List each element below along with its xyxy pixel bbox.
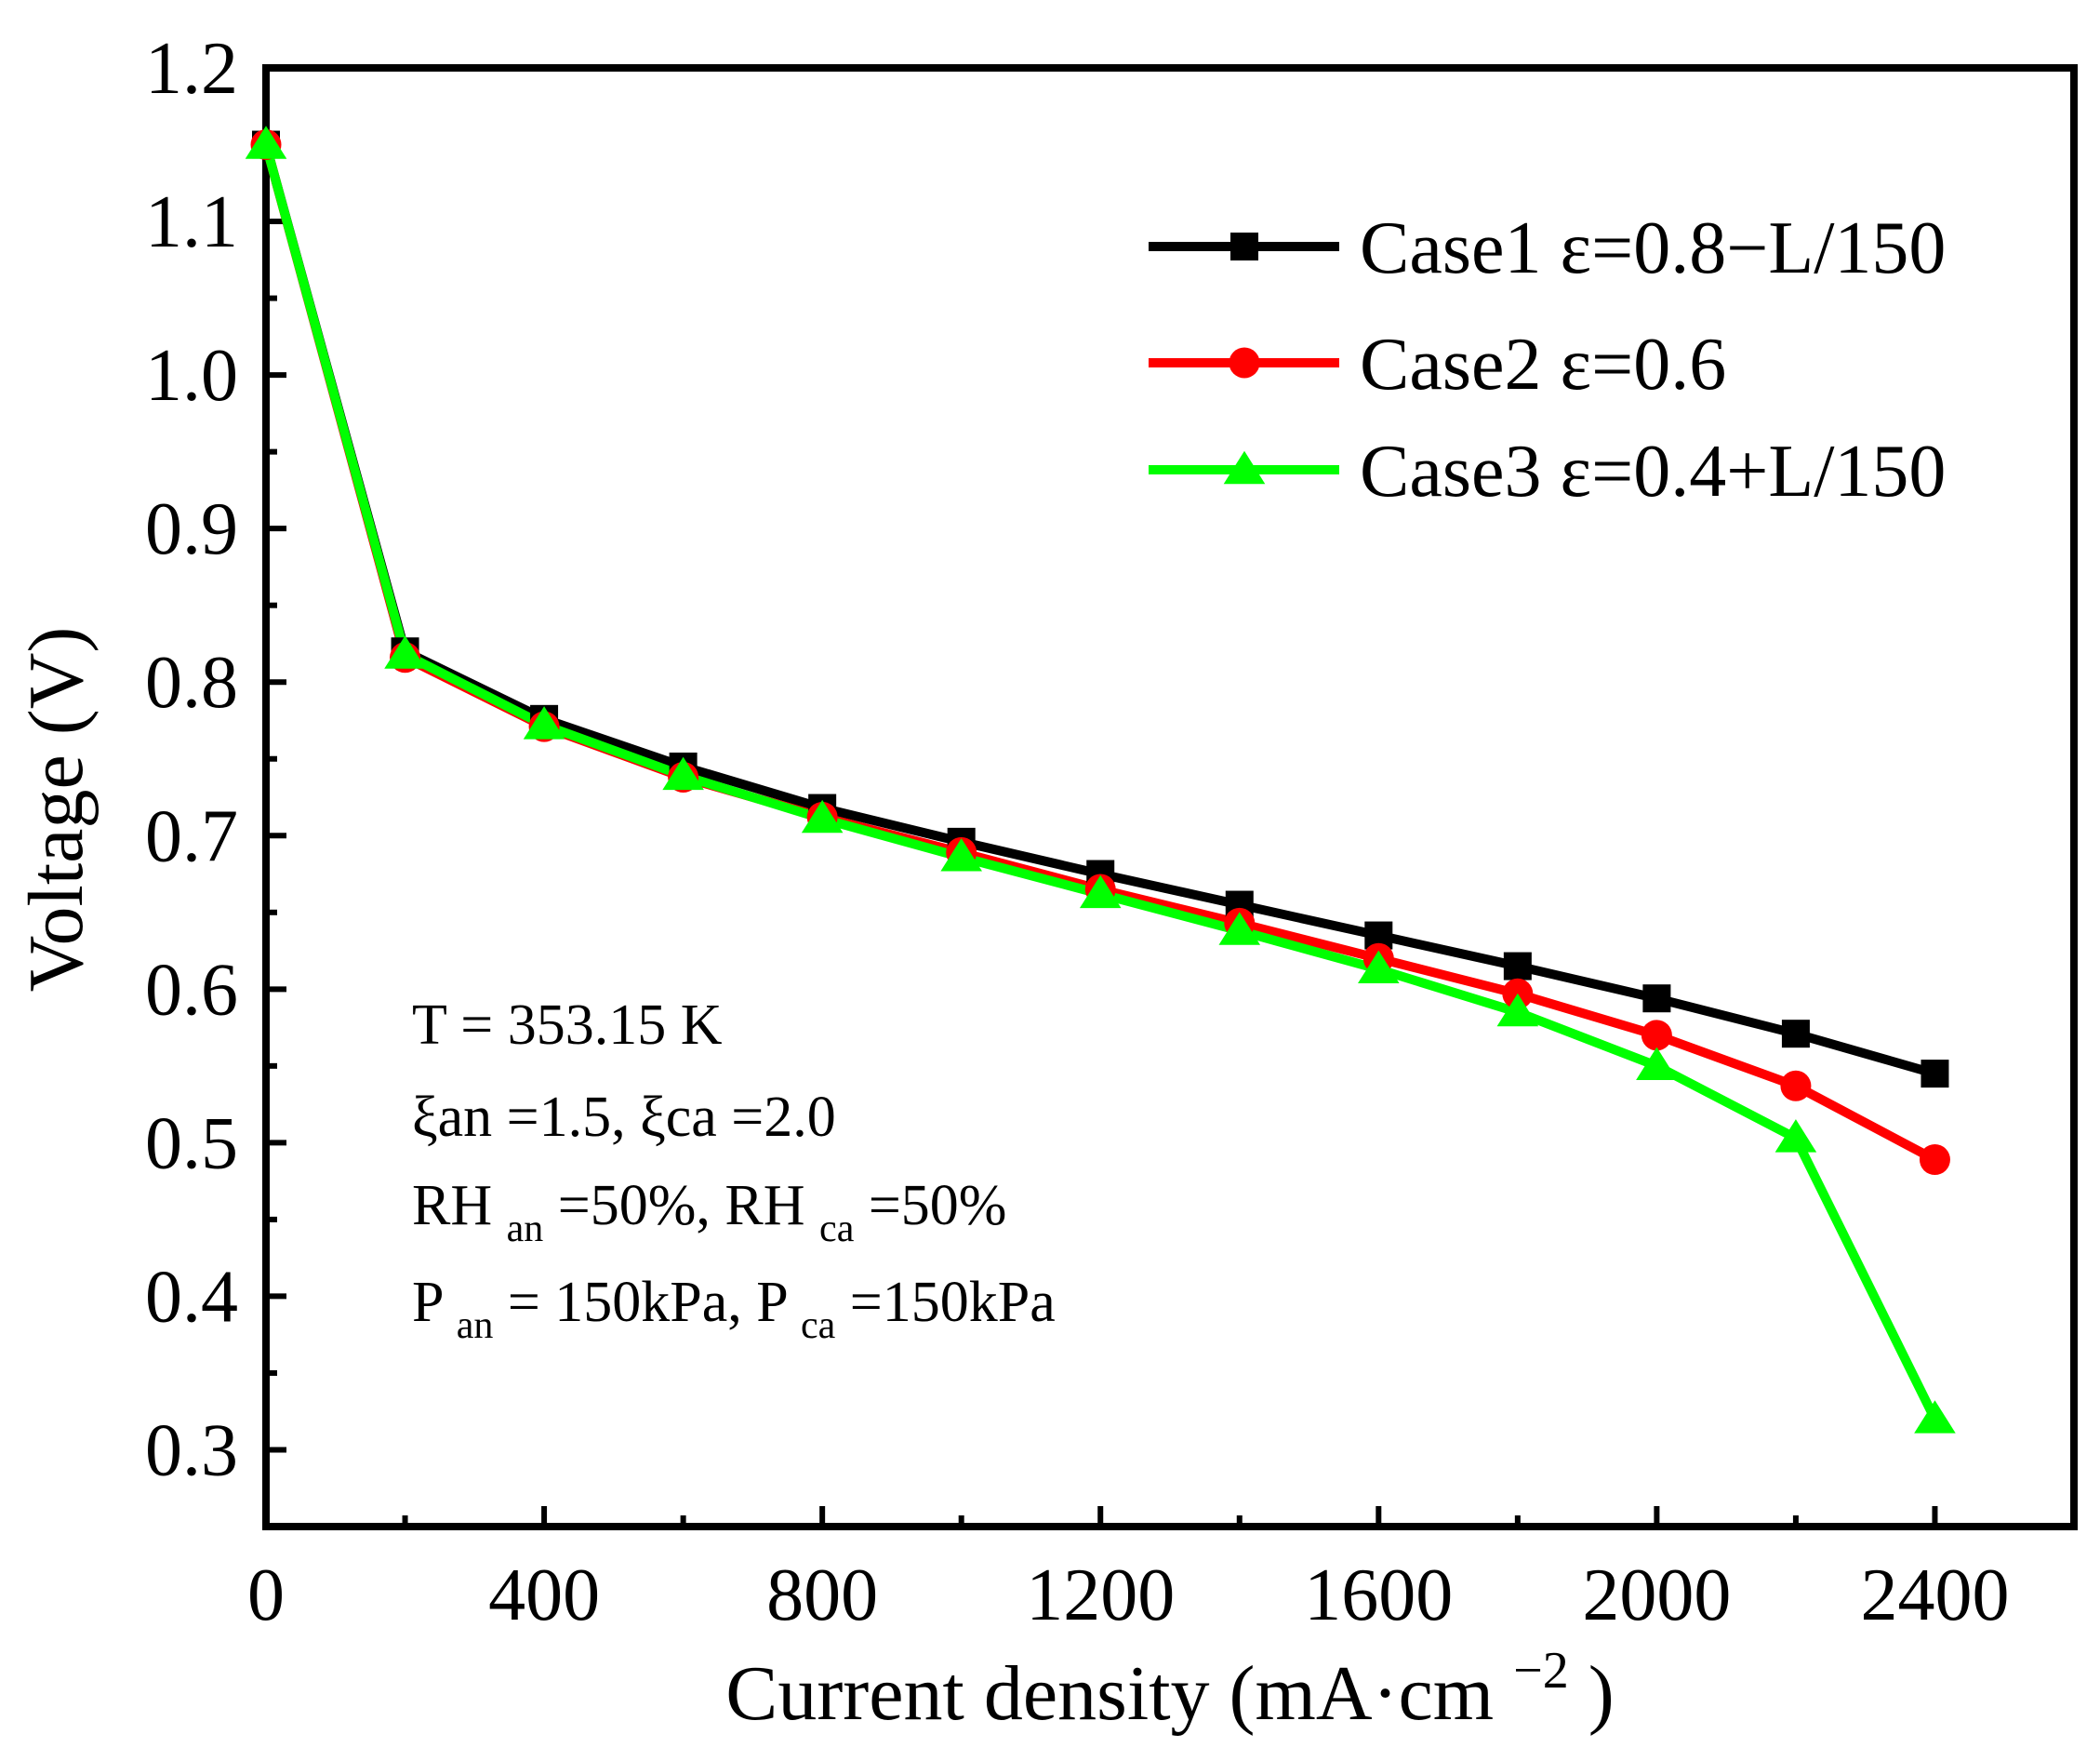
data-point-case3: [1358, 950, 1400, 984]
annotation-pressure-b: = 150kPa, P: [508, 1271, 787, 1334]
annotation-humidity-a-sub: an: [507, 1207, 544, 1250]
x-axis-title: Current density (mA·cm −2 ): [725, 1619, 1614, 1737]
x-tick-label: 400: [488, 1554, 600, 1636]
data-point-case3: [1496, 993, 1539, 1027]
x-tick-label: 0: [247, 1554, 285, 1636]
data-point-case2: [1919, 1144, 1950, 1176]
annotation-humidity-a: RH: [412, 1174, 492, 1237]
data-point-case3: [1218, 912, 1261, 945]
y-tick-label: 0.9: [145, 488, 238, 570]
x-tick-label: 2400: [1860, 1554, 2009, 1636]
annotation-humidity-c: =50%: [869, 1174, 1007, 1237]
annotation-pressure: P an = 150kPa, P ca =150kPa: [412, 1271, 1056, 1351]
x-tick-label: 1200: [1026, 1554, 1175, 1636]
x-axis-unit: (mA·cm: [1229, 1650, 1495, 1737]
data-point-case2: [1641, 1020, 1672, 1051]
legend-marker-case2: [1229, 347, 1260, 379]
x-tick-label: 800: [766, 1554, 878, 1636]
y-tick-label: 0.4: [145, 1256, 238, 1338]
y-axis-title: Voltage (V): [13, 627, 100, 993]
y-tick-label: 1.1: [145, 181, 238, 263]
data-point-case1: [1503, 952, 1532, 981]
legend-label-case2: Case2 ε=0.6: [1360, 324, 1726, 406]
legend-marker-case1: [1230, 233, 1258, 260]
data-point-case1: [1642, 984, 1671, 1013]
annotation-humidity: RH an =50%, RH ca =50%: [412, 1174, 1006, 1254]
y-tick-label: 1.0: [145, 335, 238, 417]
y-tick-label: 0.8: [145, 642, 238, 724]
annotation-pressure-c: =150kPa: [850, 1271, 1056, 1334]
data-point-case3: [1914, 1400, 1956, 1434]
annotation-pressure-a: P: [412, 1271, 442, 1334]
data-point-case3: [1636, 1047, 1678, 1081]
data-point-case1: [1921, 1060, 1949, 1088]
annotation-pressure-b-sub: ca: [801, 1304, 836, 1347]
data-point-case3: [1774, 1119, 1817, 1153]
y-tick-label: 0.3: [145, 1409, 238, 1491]
annotation-humidity-b-sub: ca: [819, 1207, 855, 1250]
legend: Case1 ε=0.8−L/150 Case2 ε=0.6 Case3 ε=0.4+…: [1149, 207, 1946, 513]
y-tick-label: 1.2: [145, 28, 238, 110]
plot-frame: [262, 64, 2078, 1530]
annotation-temperature: T = 353.15 K: [412, 994, 723, 1057]
annotation-humidity-b: =50%, RH: [558, 1174, 805, 1237]
data-point-case2: [1780, 1070, 1812, 1101]
y-tick-label: 0.5: [145, 1102, 238, 1184]
y-tick-label: 0.7: [145, 795, 238, 877]
x-axis-unit-close: ): [1588, 1650, 1615, 1737]
x-axis-title-text: Current density: [725, 1650, 1209, 1737]
data-point-case3: [523, 706, 565, 740]
annotation-stoichiometry: ξan =1.5, ξca =2.0: [412, 1086, 836, 1149]
conditions-annotation: T = 353.15 K ξan =1.5, ξca =2.0 RH an =5…: [412, 994, 1056, 1351]
data-point-case3: [245, 126, 287, 159]
annotation-pressure-a-sub: an: [457, 1304, 494, 1347]
data-point-case3: [662, 756, 704, 791]
legend-marker-case3: [1223, 450, 1266, 485]
data-point-case3: [1079, 874, 1122, 909]
data-point-case1: [1781, 1020, 1810, 1048]
legend-label-case3: Case3 ε=0.4+L/150: [1360, 431, 1946, 513]
legend-label-case1: Case1 ε=0.8−L/150: [1360, 207, 1946, 289]
x-tick-label: 2000: [1582, 1554, 1731, 1636]
data-point-case3: [801, 799, 844, 834]
y-tick-label: 0.6: [145, 949, 238, 1031]
data-point-case3: [940, 838, 982, 872]
x-axis-unit-exponent: −2: [1513, 1642, 1569, 1700]
data-point-case3: [384, 635, 426, 669]
x-tick-label: 1600: [1304, 1554, 1453, 1636]
